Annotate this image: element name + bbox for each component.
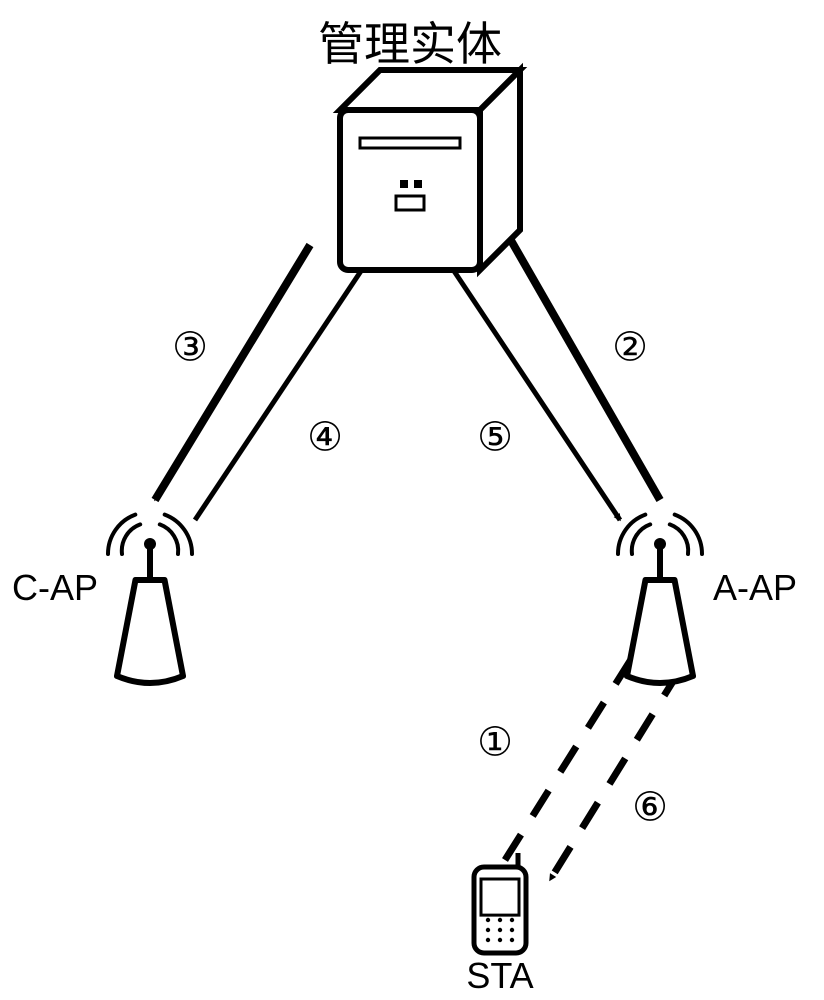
edge-label-e6: ⑥ [632, 786, 668, 830]
a-ap-label: A-AP [713, 567, 797, 608]
edge-e1 [505, 645, 640, 860]
edge-label-e2: ② [612, 326, 648, 370]
edge-e6 [550, 670, 680, 880]
c-ap-label: C-AP [12, 567, 98, 608]
edge-label-e1: ① [477, 721, 513, 765]
sta-label: STA [466, 955, 533, 996]
sta-icon: STA [466, 853, 533, 996]
page-title: 管理实体 [318, 19, 502, 70]
diagram-canvas: ③ ④ ② ⑤ ① ⑥ C-AP A-AP STA 管理实体 [0, 0, 824, 1000]
c-ap-icon: C-AP [12, 515, 192, 683]
edge-label-e3: ③ [172, 326, 208, 370]
edge-label-e5: ⑤ [477, 416, 513, 460]
server-icon [340, 70, 520, 270]
edge-label-e4: ④ [307, 416, 343, 460]
edges: ③ ④ ② ⑤ ① ⑥ [155, 230, 680, 880]
a-ap-icon: A-AP [618, 515, 797, 683]
